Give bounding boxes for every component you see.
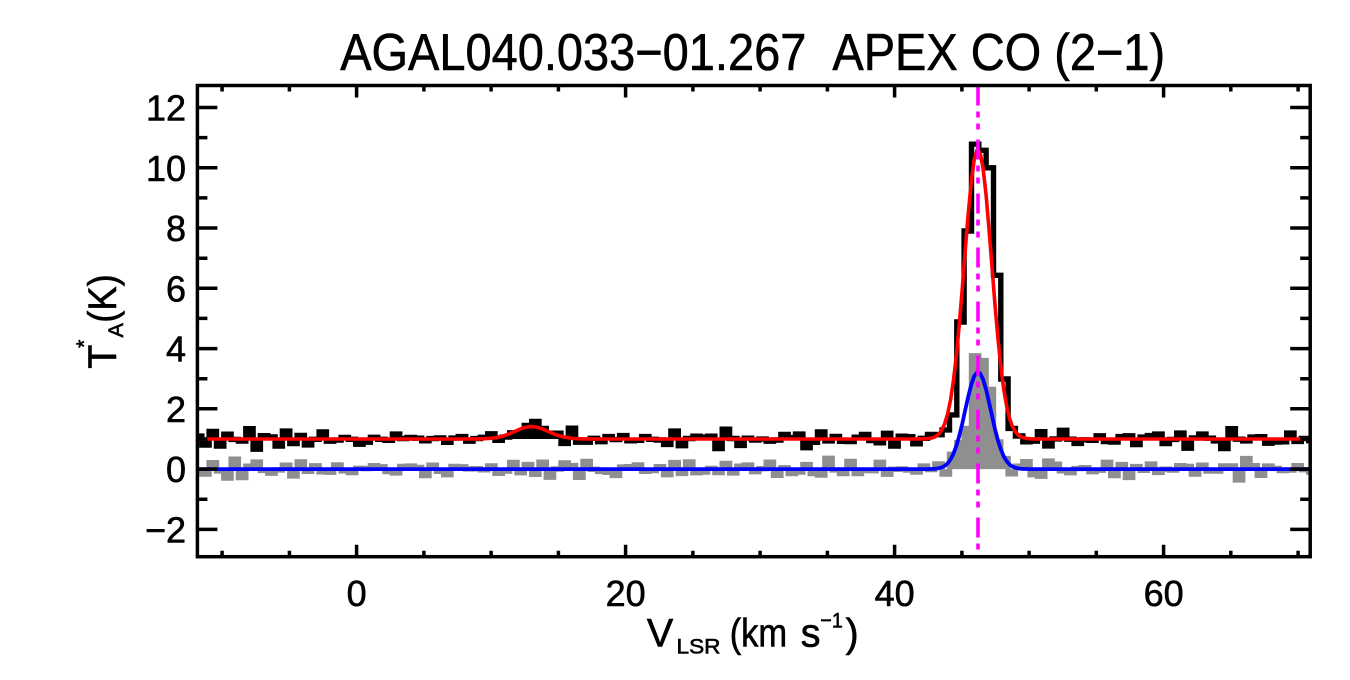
svg-text:20: 20 — [606, 573, 646, 614]
svg-text:AGAL040.033−01.267 APEX CO (2: AGAL040.033−01.267 APEX CO (2−1) — [340, 24, 1165, 82]
svg-text:12: 12 — [146, 88, 186, 129]
svg-text:2: 2 — [166, 389, 186, 430]
svg-text:6: 6 — [166, 268, 186, 309]
svg-text:T*A(K): T*A(K) — [72, 274, 128, 369]
svg-text:60: 60 — [1144, 573, 1184, 614]
svg-text:0: 0 — [166, 449, 186, 490]
svg-text:40: 40 — [875, 573, 915, 614]
svg-text:−2: −2 — [145, 509, 186, 550]
svg-text:4: 4 — [166, 329, 186, 370]
svg-text:10: 10 — [146, 148, 186, 189]
svg-text:8: 8 — [166, 208, 186, 249]
svg-text:0: 0 — [347, 573, 367, 614]
